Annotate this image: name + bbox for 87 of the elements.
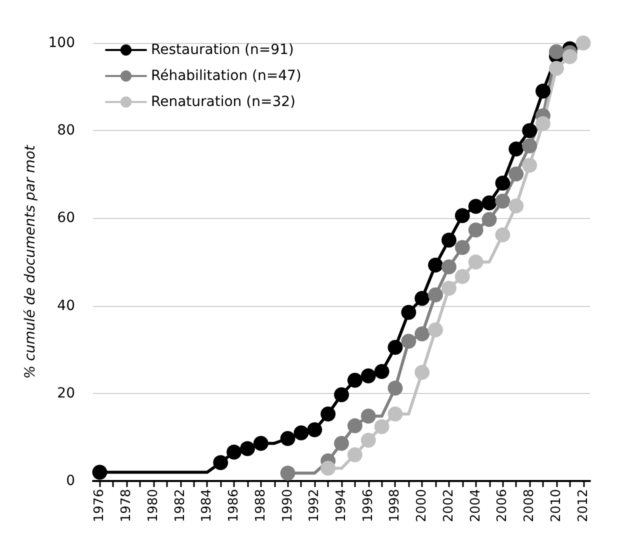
point bbox=[428, 258, 444, 273]
point bbox=[495, 176, 510, 191]
x-tick-label: 1986 bbox=[226, 489, 242, 522]
point bbox=[522, 138, 538, 154]
point bbox=[213, 455, 228, 470]
point bbox=[414, 290, 430, 306]
point bbox=[468, 254, 484, 270]
x-tick-label: 1996 bbox=[360, 489, 376, 522]
point bbox=[468, 198, 484, 214]
x-tick-label: 1982 bbox=[172, 489, 188, 522]
point bbox=[454, 208, 470, 224]
point bbox=[360, 408, 376, 424]
x-tick-label: 1976 bbox=[92, 489, 108, 522]
y-tick-label: 100 bbox=[48, 35, 75, 51]
point bbox=[388, 340, 403, 355]
y-tick-label: 40 bbox=[57, 298, 75, 314]
point bbox=[280, 466, 296, 481]
point bbox=[536, 116, 550, 132]
point bbox=[441, 259, 456, 274]
point bbox=[401, 334, 416, 349]
legend-label: Renaturation (n=32) bbox=[151, 94, 296, 110]
y-axis-title: % cumulé de documents par mot bbox=[22, 144, 38, 379]
x-tick-label: 1980 bbox=[146, 489, 161, 522]
x-tick-label: 1988 bbox=[253, 489, 268, 522]
x-tick-label: 2010 bbox=[548, 489, 564, 522]
point bbox=[576, 36, 591, 50]
point bbox=[334, 387, 349, 402]
point bbox=[441, 232, 456, 248]
x-tick-label: 1984 bbox=[200, 489, 215, 522]
point bbox=[307, 422, 322, 438]
x-tick-label: 2006 bbox=[495, 489, 510, 522]
point bbox=[441, 280, 456, 296]
point bbox=[522, 158, 538, 173]
x-tick-label: 2008 bbox=[522, 489, 538, 522]
point bbox=[482, 212, 497, 228]
point bbox=[548, 60, 564, 76]
point bbox=[414, 364, 430, 380]
y-tick-label: 0 bbox=[66, 473, 75, 489]
point bbox=[562, 49, 578, 64]
point bbox=[347, 372, 362, 388]
point bbox=[347, 418, 362, 434]
point bbox=[508, 166, 524, 182]
point bbox=[360, 368, 376, 384]
point bbox=[280, 431, 296, 446]
x-tick-label: 2004 bbox=[468, 489, 484, 522]
x-tick-label: 1990 bbox=[280, 489, 296, 522]
x-tick-label: 2000 bbox=[414, 489, 430, 522]
point bbox=[522, 123, 538, 138]
point bbox=[360, 432, 376, 448]
point bbox=[253, 436, 268, 451]
point bbox=[320, 406, 336, 422]
legend-label: Restauration (n=91) bbox=[151, 42, 294, 58]
x-tick-label: 1998 bbox=[388, 489, 403, 522]
point bbox=[388, 380, 403, 396]
x-tick-label: 2012 bbox=[576, 489, 591, 522]
point bbox=[334, 436, 349, 451]
point bbox=[495, 227, 510, 242]
x-tick-label: 2002 bbox=[441, 489, 456, 522]
point bbox=[294, 425, 309, 440]
point bbox=[508, 198, 524, 214]
point bbox=[374, 364, 390, 379]
point bbox=[428, 322, 444, 338]
point bbox=[536, 84, 550, 99]
point bbox=[454, 268, 470, 284]
legend-label: Réhabilitation (n=47) bbox=[151, 68, 302, 84]
point bbox=[388, 406, 403, 422]
point bbox=[240, 441, 255, 456]
point bbox=[374, 419, 390, 434]
x-tick-label: 1978 bbox=[119, 489, 134, 522]
point bbox=[548, 44, 564, 60]
point bbox=[347, 447, 362, 462]
y-tick-label: 60 bbox=[57, 210, 75, 226]
point bbox=[454, 240, 470, 256]
point bbox=[401, 304, 416, 320]
point bbox=[92, 464, 108, 480]
y-tick-label: 20 bbox=[57, 385, 75, 402]
x-tick-label: 1994 bbox=[334, 489, 349, 522]
x-tick-label: 1992 bbox=[307, 489, 322, 522]
point bbox=[468, 222, 484, 238]
y-tick-label: 80 bbox=[57, 122, 75, 139]
point bbox=[226, 444, 242, 460]
point bbox=[495, 194, 510, 209]
point bbox=[482, 195, 497, 210]
point bbox=[508, 142, 524, 156]
point bbox=[320, 460, 336, 476]
point bbox=[414, 326, 430, 342]
point bbox=[428, 287, 444, 302]
